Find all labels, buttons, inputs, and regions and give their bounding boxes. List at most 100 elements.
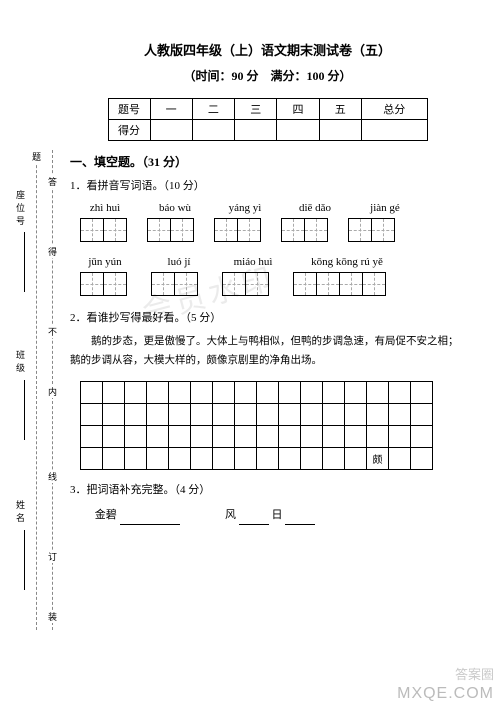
writing-cell[interactable] [103,403,125,425]
writing-cell[interactable] [103,425,125,447]
writing-cell[interactable] [235,425,257,447]
writing-cell[interactable] [81,447,103,469]
char-box[interactable] [103,272,127,296]
writing-cell[interactable] [103,381,125,403]
score-cell[interactable] [361,120,427,141]
writing-cell[interactable] [257,447,279,469]
writing-cell[interactable] [345,381,367,403]
writing-cell[interactable] [257,381,279,403]
writing-cell[interactable] [125,447,147,469]
char-box[interactable] [170,218,194,242]
writing-cell[interactable] [125,403,147,425]
writing-cell[interactable] [279,381,301,403]
char-box-group[interactable] [151,272,198,296]
writing-cell[interactable] [301,381,323,403]
writing-cell[interactable] [389,425,411,447]
writing-cell[interactable] [103,447,125,469]
char-box-group[interactable] [222,272,269,296]
score-cell[interactable] [235,120,277,141]
char-box[interactable] [245,272,269,296]
score-cell[interactable] [192,120,234,141]
writing-cell[interactable] [191,381,213,403]
writing-cell[interactable] [213,425,235,447]
writing-cell[interactable] [279,403,301,425]
char-box[interactable] [80,218,104,242]
writing-cell[interactable] [301,425,323,447]
blank-input[interactable] [285,511,315,525]
writing-cell[interactable] [169,425,191,447]
writing-cell[interactable] [235,403,257,425]
char-box-group[interactable] [80,272,127,296]
writing-cell[interactable] [323,403,345,425]
char-box-group[interactable] [281,218,328,242]
char-box[interactable] [80,272,104,296]
writing-cell[interactable] [345,447,367,469]
writing-cell[interactable] [81,425,103,447]
writing-cell[interactable] [389,403,411,425]
writing-cell[interactable] [169,403,191,425]
char-box[interactable] [214,218,238,242]
writing-cell[interactable] [213,403,235,425]
writing-cell[interactable] [323,381,345,403]
char-box[interactable] [316,272,340,296]
char-box[interactable] [237,218,261,242]
writing-cell[interactable] [235,447,257,469]
writing-cell[interactable] [213,381,235,403]
writing-cell[interactable] [125,381,147,403]
char-box[interactable] [147,218,171,242]
writing-cell[interactable] [169,381,191,403]
field-line[interactable] [24,380,25,440]
char-box[interactable] [151,272,175,296]
writing-cell[interactable] [323,447,345,469]
writing-cell[interactable] [147,447,169,469]
writing-cell[interactable] [191,403,213,425]
char-box-group[interactable] [214,218,261,242]
char-box-group[interactable] [80,218,127,242]
char-box[interactable] [222,272,246,296]
char-box-group[interactable] [147,218,194,242]
char-box[interactable] [348,218,372,242]
writing-cell[interactable]: 颇 [367,447,389,469]
writing-cell[interactable] [301,403,323,425]
writing-cell[interactable] [411,381,433,403]
writing-cell[interactable] [169,447,191,469]
writing-cell[interactable] [301,447,323,469]
writing-cell[interactable] [81,403,103,425]
writing-cell[interactable] [81,381,103,403]
writing-cell[interactable] [411,447,433,469]
writing-cell[interactable] [389,381,411,403]
char-box[interactable] [293,272,317,296]
writing-cell[interactable] [367,403,389,425]
char-box[interactable] [174,272,198,296]
char-box[interactable] [103,218,127,242]
writing-cell[interactable] [279,425,301,447]
writing-cell[interactable] [345,425,367,447]
writing-cell[interactable] [235,381,257,403]
char-box[interactable] [371,218,395,242]
score-cell[interactable] [277,120,319,141]
writing-cell[interactable] [367,425,389,447]
blank-input[interactable] [239,511,269,525]
writing-cell[interactable] [213,447,235,469]
char-box[interactable] [362,272,386,296]
char-box-group[interactable] [293,272,386,296]
char-box[interactable] [304,218,328,242]
writing-cell[interactable] [257,403,279,425]
writing-cell[interactable] [125,425,147,447]
field-line[interactable] [24,232,25,292]
writing-cell[interactable] [191,425,213,447]
writing-grid[interactable]: 颇 [80,381,433,470]
writing-cell[interactable] [411,425,433,447]
char-box[interactable] [281,218,305,242]
writing-cell[interactable] [147,403,169,425]
score-cell[interactable] [319,120,361,141]
blank-input[interactable] [120,511,180,525]
writing-cell[interactable] [147,381,169,403]
writing-cell[interactable] [147,425,169,447]
writing-cell[interactable] [411,403,433,425]
char-box[interactable] [339,272,363,296]
writing-cell[interactable] [345,403,367,425]
writing-cell[interactable] [257,425,279,447]
writing-cell[interactable] [323,425,345,447]
writing-cell[interactable] [279,447,301,469]
